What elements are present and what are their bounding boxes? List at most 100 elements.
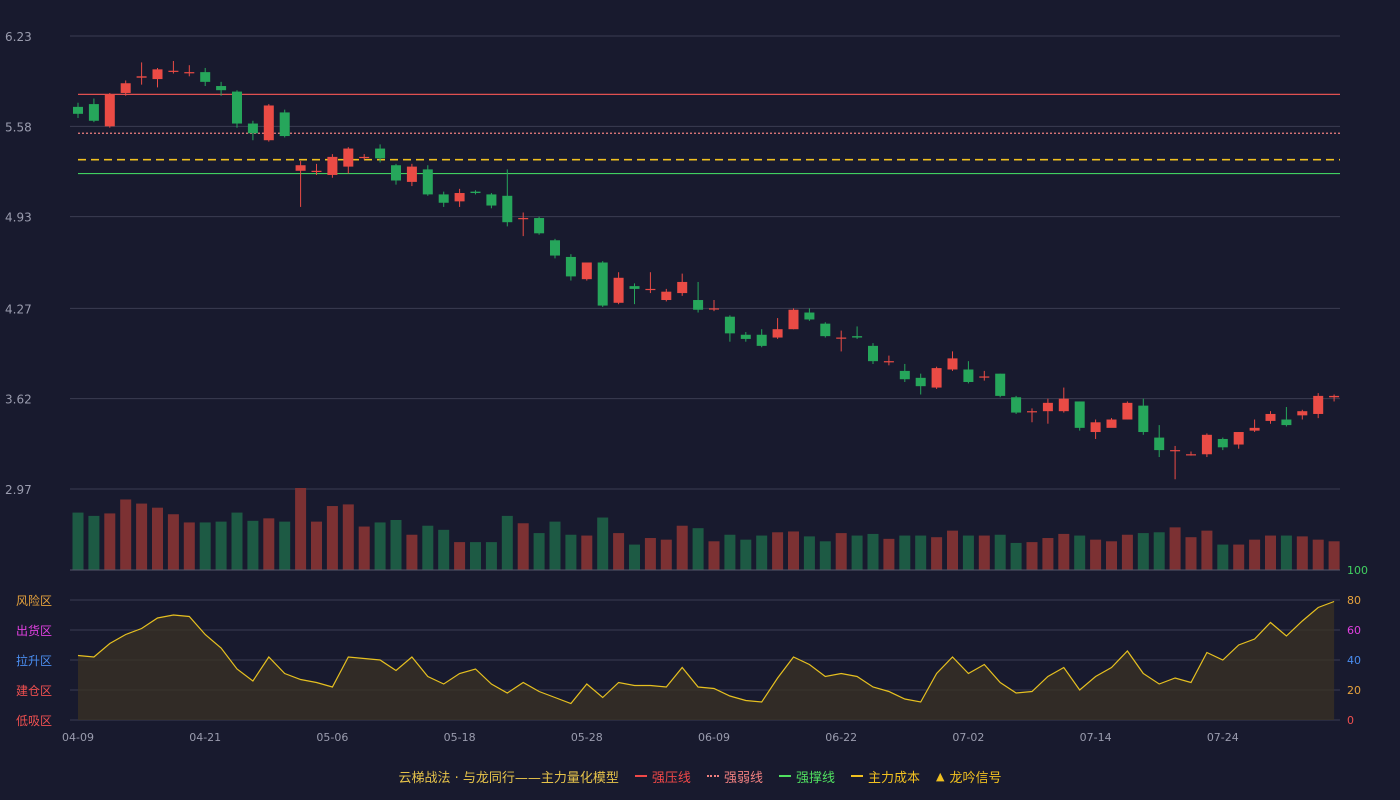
volume-bar: [660, 539, 672, 570]
volume-bar: [851, 535, 863, 570]
volume-bar: [152, 507, 163, 570]
candle-body: [597, 262, 608, 306]
candle-body: [263, 105, 274, 141]
volume-bar: [676, 525, 688, 570]
volume-bar: [629, 544, 640, 570]
volume-bar: [1249, 539, 1261, 570]
legend-item-strength[interactable]: 强弱线: [706, 767, 763, 786]
candle-body: [868, 345, 878, 362]
volume-bar: [1328, 541, 1340, 570]
candle-body: [915, 377, 926, 387]
legend-item-signal[interactable]: ▲ 龙吟信号: [936, 767, 1001, 786]
candle-body: [772, 329, 783, 338]
candle-body: [995, 373, 1006, 396]
candle-body: [1217, 438, 1228, 448]
x-tick-label: 07-24: [1207, 731, 1239, 744]
volume-bar: [358, 526, 370, 570]
legend-swatch-strength: [706, 775, 719, 777]
volume-bar: [581, 535, 593, 570]
volume-bar: [994, 534, 1006, 570]
candle-body: [168, 70, 179, 72]
candle-body: [232, 91, 242, 124]
legend-item-resistance[interactable]: 强压线: [634, 767, 691, 786]
candle-body: [852, 336, 863, 338]
candle-body: [311, 170, 322, 172]
candle-body: [295, 165, 306, 171]
volume-bar: [962, 535, 974, 570]
price-tick-label: 4.27: [5, 302, 32, 316]
volume-bar: [1121, 534, 1133, 570]
candle-body: [1074, 401, 1085, 428]
candle-body: [375, 148, 386, 159]
volume-bar: [803, 536, 815, 570]
volume-bar: [756, 535, 768, 570]
legend-item-support[interactable]: 强撑线: [778, 767, 835, 786]
candle-body: [756, 334, 767, 346]
candle-body: [422, 169, 433, 195]
price-tick-label: 6.23: [5, 30, 32, 44]
indicator-zone-label: 出货区: [16, 623, 52, 638]
candle-body: [438, 194, 449, 203]
candle-body: [454, 193, 465, 202]
candle-body: [88, 104, 99, 121]
volume-bar: [215, 521, 227, 570]
volume-bar: [883, 538, 895, 570]
candle-body: [947, 358, 958, 370]
candle-body: [963, 369, 974, 383]
volume-bar: [692, 528, 704, 570]
volume-bar: [104, 513, 116, 570]
candle-body: [1090, 422, 1101, 433]
candle-body: [216, 86, 227, 91]
candle-body: [693, 300, 704, 310]
volume-bar: [1312, 539, 1324, 570]
candle-body: [1154, 437, 1165, 451]
candle-body: [1201, 434, 1212, 455]
volume-bar: [1090, 539, 1102, 570]
candle-body: [534, 218, 545, 234]
volume-bar: [1026, 542, 1038, 570]
volume-bar: [819, 541, 831, 570]
volume-bar: [1010, 542, 1022, 570]
volume-bar: [1169, 527, 1181, 570]
volume-bar: [183, 522, 195, 570]
volume-bar: [1265, 535, 1276, 570]
volume-bar: [279, 521, 291, 570]
volume-bar: [438, 529, 450, 570]
volume-bar: [549, 521, 561, 570]
volume-bar: [1233, 544, 1245, 570]
volume-bar: [597, 517, 609, 570]
volume-bar: [374, 522, 386, 570]
volume-bar: [1296, 536, 1308, 570]
candle-body: [581, 262, 592, 280]
candle-body: [247, 123, 258, 134]
volume-bar: [788, 531, 799, 570]
legend-item-cost[interactable]: 主力成本: [850, 767, 920, 786]
legend-model-title: 云梯战法 · 与龙同行——主力量化模型: [398, 770, 619, 786]
candle-body: [120, 83, 131, 93]
candle-body: [1122, 402, 1133, 420]
x-tick-label: 07-14: [1080, 731, 1112, 744]
volume-bar: [342, 504, 354, 570]
candle-body: [502, 195, 513, 223]
legend-label-strength: 强弱线: [723, 770, 763, 786]
candle-body: [724, 316, 735, 334]
legend-label-signal: 龙吟信号: [949, 770, 1002, 786]
volume-bar: [1185, 537, 1197, 570]
candle-body: [104, 94, 115, 127]
candle-body: [391, 165, 401, 181]
legend-label-resistance: 强压线: [651, 770, 691, 786]
volume-bar: [1201, 530, 1213, 570]
volume-bar: [422, 525, 434, 570]
candle-body: [1186, 454, 1196, 456]
price-tick-label: 2.97: [5, 483, 32, 497]
x-tick-label: 05-28: [571, 731, 603, 744]
candle-body: [661, 291, 672, 301]
candle-body: [1170, 450, 1181, 452]
candle-body: [836, 337, 847, 339]
candle-body: [899, 370, 910, 380]
legend-label-support: 强撑线: [795, 770, 835, 786]
chart-legend: 云梯战法 · 与龙同行——主力量化模型 强压线 强弱线 强撑线 主力成本 ▲ 龙…: [0, 764, 1400, 788]
x-tick-label: 04-09: [62, 731, 94, 744]
indicator-tick-label: 40: [1347, 654, 1361, 667]
volume-bar: [613, 533, 625, 570]
